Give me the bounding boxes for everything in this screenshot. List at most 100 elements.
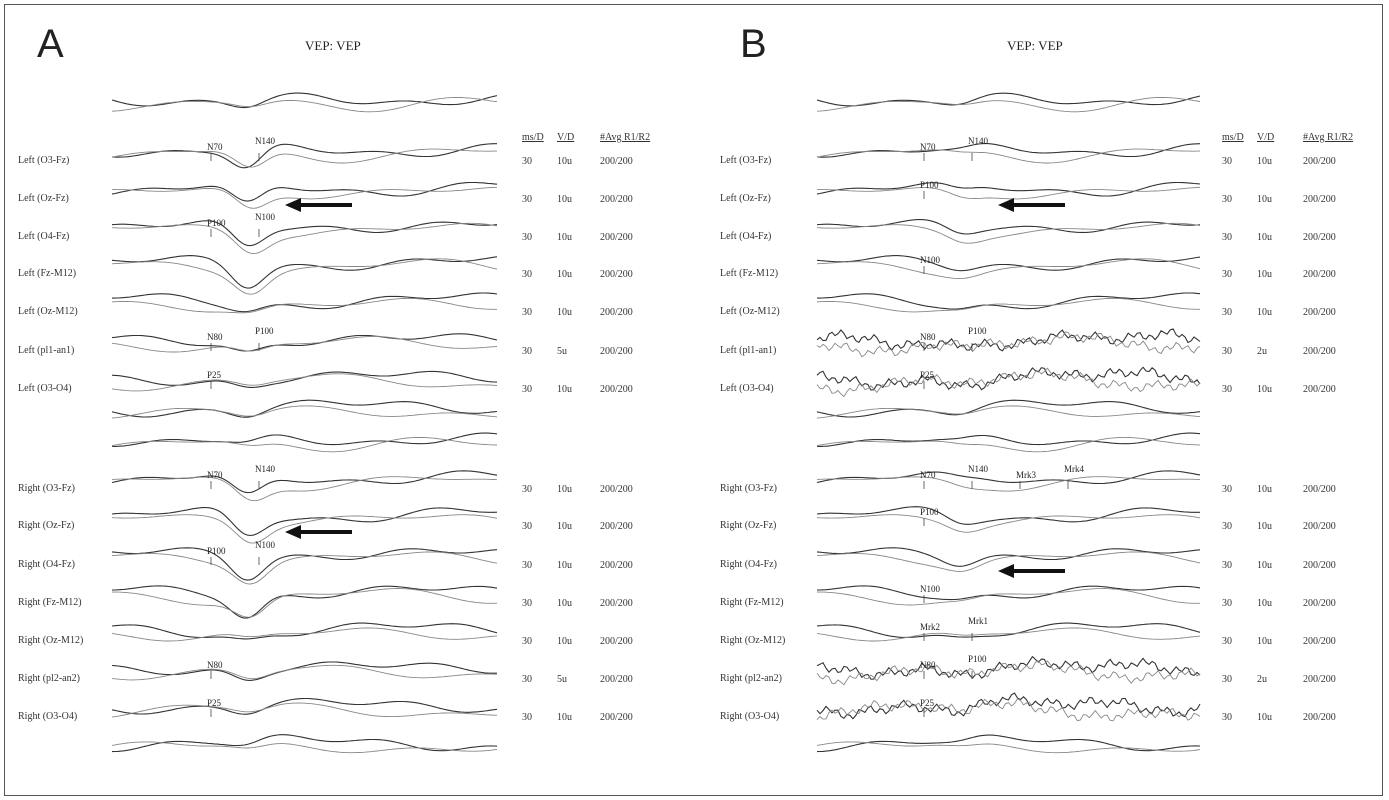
waveform-trace [111,143,497,169]
waveform-trace [111,333,498,352]
ms-per-div-value: 30 [1222,269,1232,280]
waveform-trace [816,367,1201,398]
volts-per-div-value: 5u [557,346,567,357]
waveform-trace [111,514,498,544]
column-header: ms/D [522,132,544,143]
ms-per-div-value: 30 [1222,712,1232,723]
waveform-trace [111,181,498,202]
waveform-trace [111,551,498,585]
waveform-trace [111,588,498,618]
channel-label: Right (O3-Fz) [720,483,777,494]
volts-per-div-value: 10u [557,521,572,532]
waveform-trace [111,622,498,640]
waveform-trace [816,218,1201,235]
waveform-trace [111,702,497,718]
channel-label: Right (O3-Fz) [18,483,75,494]
waveform-trace [111,399,498,418]
waveform-trace [816,297,1200,313]
peak-marker-label: N70 [207,142,223,152]
volts-per-div-value: 10u [557,307,572,318]
ms-per-div-value: 30 [522,598,532,609]
waveform-trace [816,366,1201,391]
peak-marker-label: P25 [207,370,222,380]
ms-per-div-value: 30 [522,269,532,280]
waveform-trace [112,186,498,209]
waveform-trace [817,186,1201,200]
waveform-trace [816,697,1201,722]
waveform-trace [817,585,1201,601]
waveform-trace [816,627,1201,642]
peak-marker-label: Mrk2 [920,622,940,632]
peak-marker-label: P100 [920,180,939,190]
channel-label: Left (O3-Fz) [18,155,70,166]
channel-label: Left (O4-Fz) [720,231,772,242]
ms-per-div-value: 30 [522,156,532,167]
arrow-head [998,198,1014,212]
volts-per-div-value: 10u [1257,484,1272,495]
waveform-trace [111,661,497,681]
volts-per-div-value: 10u [1257,194,1272,205]
peak-marker-label: N70 [207,470,223,480]
avg-count-value: 200/200 [600,194,633,205]
volts-per-div-value: 10u [557,484,572,495]
panel-title: VEP: VEP [305,38,361,53]
peak-marker-label: N80 [920,660,936,670]
avg-count-value: 200/200 [600,712,633,723]
avg-count-value: 200/200 [1303,232,1336,243]
volts-per-div-value: 10u [1257,232,1272,243]
ms-per-div-value: 30 [1222,384,1232,395]
waveform-trace [816,97,1201,113]
avg-count-value: 200/200 [1303,346,1336,357]
waveform-trace [111,297,497,314]
channel-label: Right (Fz-M12) [720,597,784,608]
ms-per-div-value: 30 [1222,484,1232,495]
channel-label: Left (O3-O4) [18,383,72,394]
channel-label: Right (pl2-an2) [720,673,782,684]
peak-marker-label: N70 [920,142,936,152]
waveform-trace [816,506,1200,525]
waveform-trace [817,292,1201,310]
avg-count-value: 200/200 [1303,484,1336,495]
waveform-trace [112,585,498,619]
waveform-trace [111,697,498,715]
waveform-trace [111,664,498,681]
avg-count-value: 200/200 [1303,674,1336,685]
ms-per-div-value: 30 [522,712,532,723]
waveform-trace [111,373,498,392]
avg-count-value: 200/200 [1303,636,1336,647]
channel-label: Right (O3-O4) [720,711,780,722]
waveform-trace [112,292,498,313]
column-header: #Avg R1/R2 [600,132,651,143]
peak-marker-label: Mrk1 [968,616,988,626]
waveform-trace [111,336,498,353]
avg-count-value: 200/200 [1303,712,1336,723]
ms-per-div-value: 30 [522,636,532,647]
waveform-plot: N70 N140 P100 N100 N80 P100 P25 N70 N140 P100 N100… [111,92,498,754]
ms-per-div-value: 30 [1222,194,1232,205]
volts-per-div-value: 10u [557,269,572,280]
channel-label: Right (O3-O4) [18,711,78,722]
avg-count-value: 200/200 [600,346,633,357]
volts-per-div-value: 10u [1257,384,1272,395]
peak-marker-label: N80 [207,660,223,670]
waveform-trace [816,92,1201,107]
volts-per-div-value: 10u [557,156,572,167]
volts-per-div-value: 10u [557,712,572,723]
avg-count-value: 200/200 [1303,194,1336,205]
column-header: ms/D [1222,132,1244,143]
waveform-trace [816,741,1201,754]
volts-per-div-value: 10u [1257,598,1272,609]
waveform-trace [111,470,498,494]
waveform-trace [816,622,1201,638]
avg-count-value: 200/200 [1303,156,1336,167]
avg-count-value: 200/200 [600,636,633,647]
channel-label: Left (pl1-an1) [720,345,777,356]
peak-marker-label: N100 [920,584,940,594]
panel-title: VEP: VEP [1007,38,1063,53]
waveform-trace [816,255,1201,272]
column-header: V/D [557,132,575,143]
column-header: #Avg R1/R2 [1303,132,1354,143]
peak-marker-label: N140 [968,464,988,474]
ms-per-div-value: 30 [522,194,532,205]
channel-label: Left (pl1-an1) [18,345,75,356]
